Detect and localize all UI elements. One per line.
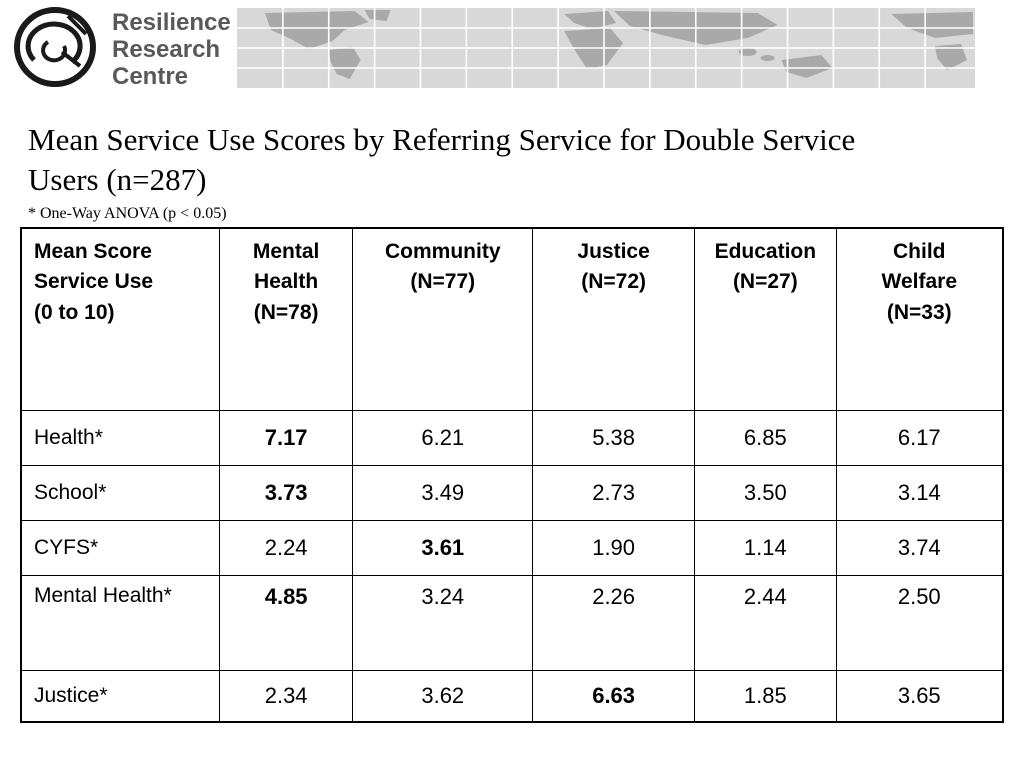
score-cell: 3.62: [352, 670, 534, 723]
header-justice: Justice (N=72): [532, 227, 696, 411]
score-cell: 3.49: [352, 465, 534, 521]
rrc-logo-wordmark: Resilience Research Centre: [112, 9, 231, 90]
table-row: Mental Health* 4.85 3.24 2.26 2.44 2.50: [20, 575, 1004, 671]
score-cell: 3.73: [218, 465, 354, 521]
row-label: Mental Health*: [20, 575, 220, 671]
table-row: CYFS* 2.24 3.61 1.90 1.14 3.74: [20, 520, 1004, 576]
score-cell: 1.14: [694, 520, 837, 576]
table-header-row: Mean Score Service Use (0 to 10) Mental …: [20, 227, 1004, 411]
score-cell: 1.90: [532, 520, 696, 576]
table-body: Health* 7.17 6.21 5.38 6.85 6.17 School* 3.73 3.…: [20, 410, 1004, 723]
score-cell: 2.26: [532, 575, 696, 671]
table-row: Justice* 2.34 3.62 6.63 1.85 3.65: [20, 670, 1004, 723]
header-child-welfare: Child Welfare (N=33): [835, 227, 1004, 411]
mean-service-use-table: Mean Score Service Use (0 to 10) Mental …: [20, 227, 1004, 723]
slide-title: Mean Service Use Scores by Referring Ser…: [28, 122, 856, 197]
header-mental-health: Mental Health (N=78): [218, 227, 354, 411]
rrc-logo-icon: [10, 4, 104, 90]
row-label: Health*: [20, 410, 220, 466]
score-cell: 3.50: [694, 465, 837, 521]
score-cell: 2.73: [532, 465, 696, 521]
row-label: CYFS*: [20, 520, 220, 576]
score-cell: 3.24: [352, 575, 534, 671]
header-mean-score: Mean Score Service Use (0 to 10): [20, 227, 220, 411]
header-education: Education (N=27): [694, 227, 837, 411]
score-cell: 1.85: [694, 670, 837, 723]
score-cell: 2.34: [218, 670, 354, 723]
score-cell: 3.65: [835, 670, 1004, 723]
anova-footnote: * One-Way ANOVA (p < 0.05): [28, 205, 227, 222]
score-cell: 6.17: [835, 410, 1004, 466]
score-cell: 6.85: [694, 410, 837, 466]
score-cell: 6.63: [532, 670, 696, 723]
score-cell: 2.24: [218, 520, 354, 576]
score-cell: 5.38: [532, 410, 696, 466]
header-community: Community (N=77): [352, 227, 534, 411]
table-row: Health* 7.17 6.21 5.38 6.85 6.17: [20, 410, 1004, 466]
score-cell: 2.44: [694, 575, 837, 671]
score-cell: 2.50: [835, 575, 1004, 671]
score-cell: 6.21: [352, 410, 534, 466]
score-table-container: Mean Score Service Use (0 to 10) Mental …: [20, 227, 1004, 723]
table-row: School* 3.73 3.49 2.73 3.50 3.14: [20, 465, 1004, 521]
score-cell: 3.61: [352, 520, 534, 576]
row-label: School*: [20, 465, 220, 521]
score-cell: 3.74: [835, 520, 1004, 576]
score-cell: 4.85: [218, 575, 354, 671]
world-map-banner: [237, 8, 975, 88]
score-cell: 7.17: [218, 410, 354, 466]
score-cell: 3.14: [835, 465, 1004, 521]
row-label: Justice*: [20, 670, 220, 723]
